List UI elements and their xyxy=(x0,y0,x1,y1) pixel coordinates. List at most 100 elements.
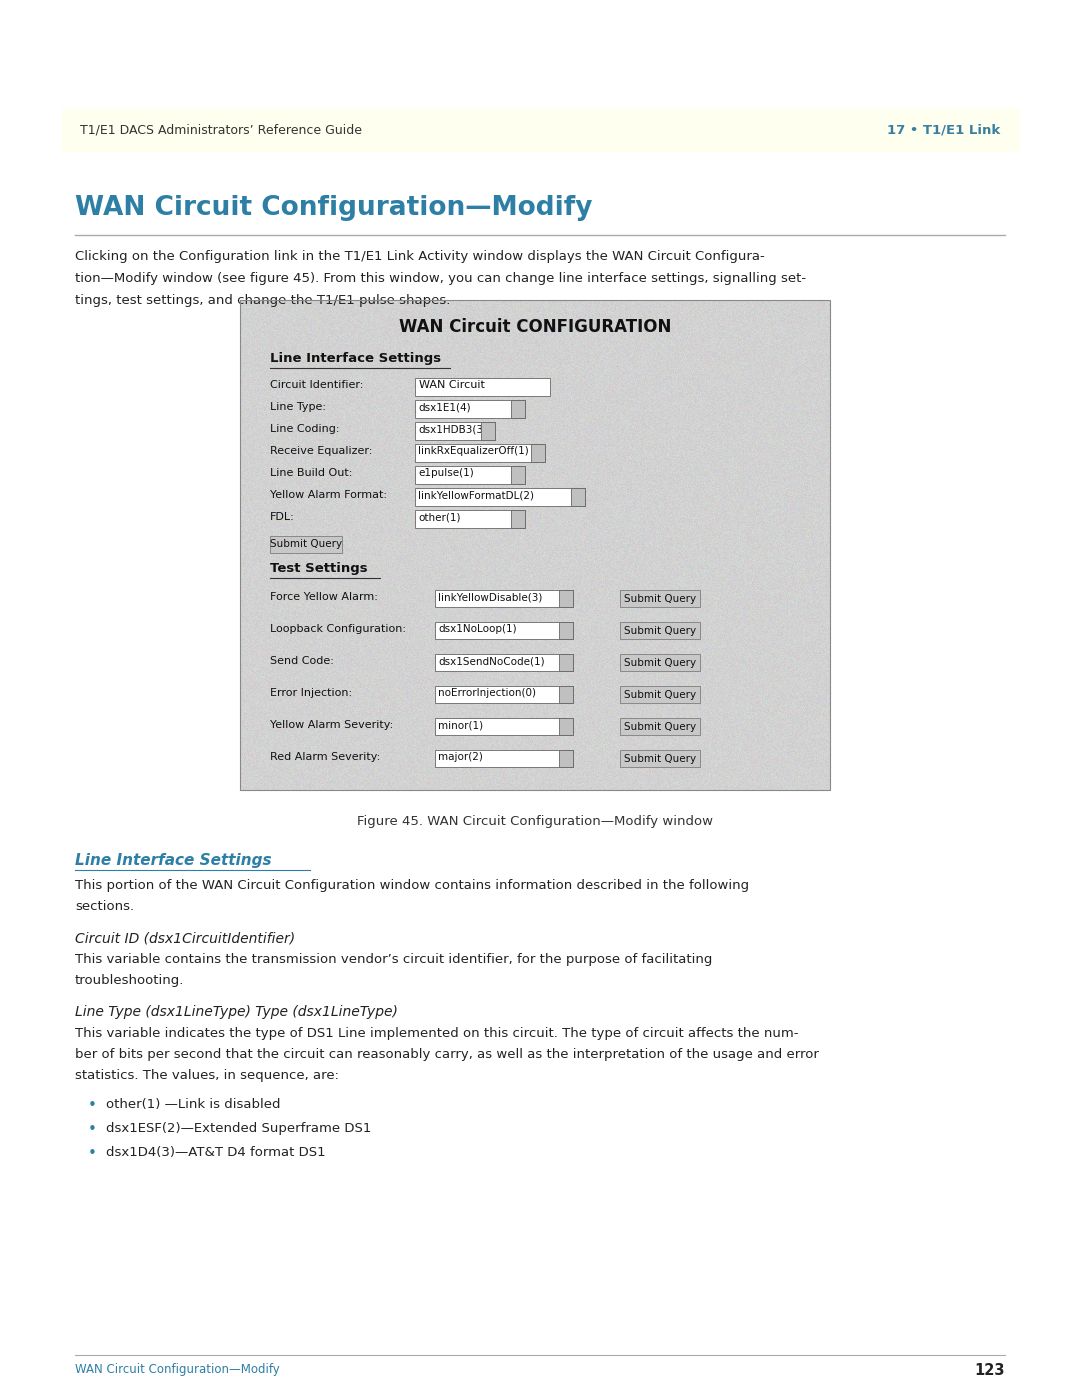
Text: Submit Query: Submit Query xyxy=(270,539,342,549)
Text: noErrorInjection(0): noErrorInjection(0) xyxy=(438,687,536,698)
Text: T1/E1 DACS Administrators’ Reference Guide: T1/E1 DACS Administrators’ Reference Gui… xyxy=(80,123,362,137)
Bar xyxy=(240,300,831,789)
Text: WAN Circuit Configuration—Modify: WAN Circuit Configuration—Modify xyxy=(75,196,593,221)
Text: ber of bits per second that the circuit can reasonably carry, as well as the int: ber of bits per second that the circuit … xyxy=(75,1048,819,1060)
Text: ▼: ▼ xyxy=(564,659,569,665)
Bar xyxy=(531,444,545,462)
Text: WAN Circuit CONFIGURATION: WAN Circuit CONFIGURATION xyxy=(399,319,671,337)
Bar xyxy=(620,590,700,608)
Text: •: • xyxy=(87,1122,97,1137)
Text: ▼: ▼ xyxy=(515,407,521,412)
Bar xyxy=(435,654,573,671)
Text: ▼: ▼ xyxy=(536,450,541,455)
Bar xyxy=(435,718,573,735)
Text: other(1): other(1) xyxy=(418,511,460,522)
Text: WAN Circuit: WAN Circuit xyxy=(419,380,485,390)
Bar xyxy=(270,536,342,553)
Bar xyxy=(415,400,525,418)
Text: Send Code:: Send Code: xyxy=(270,657,334,666)
Text: Line Build Out:: Line Build Out: xyxy=(270,468,352,478)
Text: Line Interface Settings: Line Interface Settings xyxy=(270,352,441,365)
Text: ▼: ▼ xyxy=(515,515,521,522)
Bar xyxy=(415,510,525,528)
Text: dsx1HDB3(3): dsx1HDB3(3) xyxy=(418,425,487,434)
Text: Figure 45. WAN Circuit Configuration—Modify window: Figure 45. WAN Circuit Configuration—Mod… xyxy=(357,814,713,828)
Text: dsx1SendNoCode(1): dsx1SendNoCode(1) xyxy=(438,657,544,666)
Text: This variable indicates the type of DS1 Line implemented on this circuit. The ty: This variable indicates the type of DS1 … xyxy=(75,1027,798,1039)
Text: tion—Modify window (see figure 45). From this window, you can change line interf: tion—Modify window (see figure 45). From… xyxy=(75,272,806,285)
Bar xyxy=(620,622,700,638)
Text: dsx1E1(4): dsx1E1(4) xyxy=(418,402,471,412)
Bar xyxy=(559,718,573,735)
Bar xyxy=(62,108,1020,152)
Text: Line Coding:: Line Coding: xyxy=(270,425,339,434)
Text: ▼: ▼ xyxy=(576,495,581,500)
Text: e1pulse(1): e1pulse(1) xyxy=(418,468,474,478)
Text: •: • xyxy=(87,1146,97,1161)
Text: ▼: ▼ xyxy=(564,756,569,761)
Text: 123: 123 xyxy=(974,1363,1005,1377)
Bar xyxy=(559,654,573,671)
Text: This variable contains the transmission vendor’s circuit identifier, for the pur: This variable contains the transmission … xyxy=(75,953,713,965)
Text: ▼: ▼ xyxy=(485,427,490,434)
Text: 17 • T1/E1 Link: 17 • T1/E1 Link xyxy=(887,123,1000,137)
Text: ▼: ▼ xyxy=(564,595,569,602)
Text: Submit Query: Submit Query xyxy=(624,658,697,668)
Bar xyxy=(415,467,525,483)
Text: Submit Query: Submit Query xyxy=(624,594,697,604)
Text: other(1) —Link is disabled: other(1) —Link is disabled xyxy=(106,1098,281,1111)
Text: linkYellowFormatDL(2): linkYellowFormatDL(2) xyxy=(418,490,534,500)
Bar xyxy=(435,750,573,767)
Bar xyxy=(620,686,700,703)
Text: Submit Query: Submit Query xyxy=(624,626,697,636)
Text: Receive Equalizer:: Receive Equalizer: xyxy=(270,446,373,455)
Text: Red Alarm Severity:: Red Alarm Severity: xyxy=(270,752,380,761)
Text: ▼: ▼ xyxy=(564,724,569,729)
Bar xyxy=(511,510,525,528)
Bar xyxy=(415,488,585,506)
Text: tings, test settings, and change the T1/E1 pulse shapes.: tings, test settings, and change the T1/… xyxy=(75,293,450,307)
Text: dsx1NoLoop(1): dsx1NoLoop(1) xyxy=(438,624,516,634)
Text: major(2): major(2) xyxy=(438,752,483,761)
Text: Submit Query: Submit Query xyxy=(624,721,697,732)
Text: sections.: sections. xyxy=(75,900,134,914)
Text: Line Interface Settings: Line Interface Settings xyxy=(75,854,272,868)
Text: Error Injection:: Error Injection: xyxy=(270,687,352,698)
Bar xyxy=(559,622,573,638)
Bar xyxy=(511,400,525,418)
Text: ▼: ▼ xyxy=(564,692,569,697)
Text: Clicking on the Configuration link in the T1/E1 Link Activity window displays th: Clicking on the Configuration link in th… xyxy=(75,250,765,263)
Text: WAN Circuit Configuration—Modify: WAN Circuit Configuration—Modify xyxy=(75,1363,280,1376)
Text: FDL:: FDL: xyxy=(270,511,295,522)
Text: dsx1D4(3)—AT&T D4 format DS1: dsx1D4(3)—AT&T D4 format DS1 xyxy=(106,1146,326,1160)
Bar xyxy=(481,422,495,440)
Text: Submit Query: Submit Query xyxy=(624,753,697,764)
Text: Yellow Alarm Format:: Yellow Alarm Format: xyxy=(270,490,387,500)
Bar xyxy=(620,718,700,735)
Bar xyxy=(415,379,550,395)
Text: Circuit Identifier:: Circuit Identifier: xyxy=(270,380,363,390)
Text: minor(1): minor(1) xyxy=(438,719,483,731)
Text: Line Type:: Line Type: xyxy=(270,402,326,412)
Text: Force Yellow Alarm:: Force Yellow Alarm: xyxy=(270,592,378,602)
Text: troubleshooting.: troubleshooting. xyxy=(75,974,185,988)
Text: Submit Query: Submit Query xyxy=(624,690,697,700)
Text: dsx1ESF(2)—Extended Superframe DS1: dsx1ESF(2)—Extended Superframe DS1 xyxy=(106,1122,372,1134)
Bar xyxy=(620,750,700,767)
Bar xyxy=(571,488,585,506)
Bar xyxy=(435,686,573,703)
Bar xyxy=(559,686,573,703)
Bar xyxy=(620,654,700,671)
Text: statistics. The values, in sequence, are:: statistics. The values, in sequence, are… xyxy=(75,1069,339,1083)
Text: ▼: ▼ xyxy=(515,472,521,478)
Bar xyxy=(415,422,495,440)
Text: Test Settings: Test Settings xyxy=(270,562,367,576)
Bar xyxy=(559,750,573,767)
Text: linkRxEqualizerOff(1): linkRxEqualizerOff(1) xyxy=(418,446,529,455)
Text: This portion of the WAN Circuit Configuration window contains information descri: This portion of the WAN Circuit Configur… xyxy=(75,879,750,893)
Text: linkYellowDisable(3): linkYellowDisable(3) xyxy=(438,592,542,602)
Bar xyxy=(435,590,573,608)
Bar xyxy=(559,590,573,608)
Text: Loopback Configuration:: Loopback Configuration: xyxy=(270,624,406,634)
Bar xyxy=(511,467,525,483)
